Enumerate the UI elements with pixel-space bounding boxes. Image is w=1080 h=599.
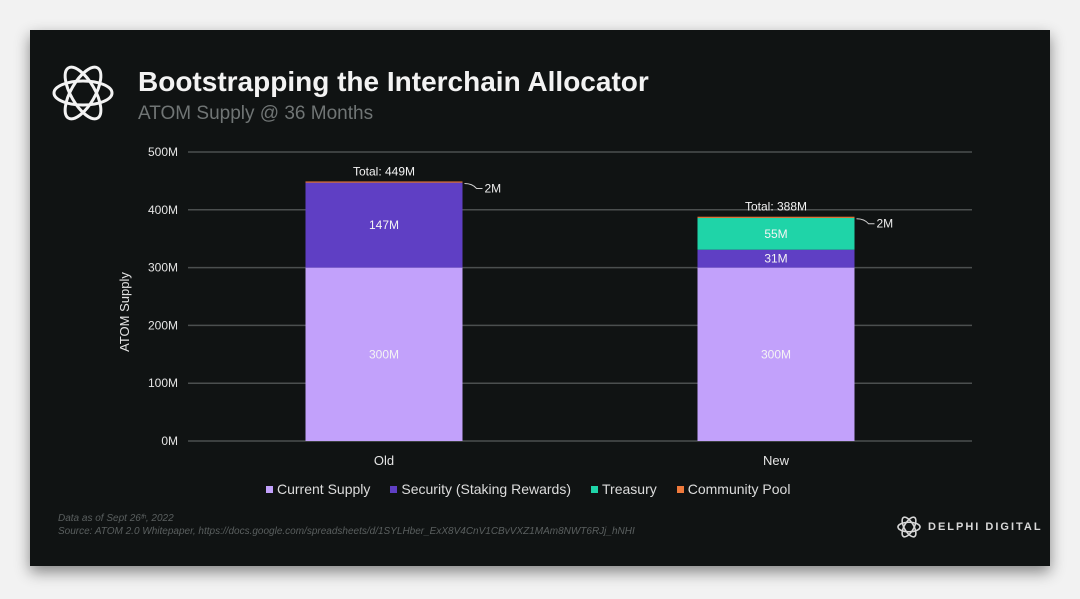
legend-swatch	[676, 485, 684, 493]
brand-name: DELPHI DIGITAL	[928, 521, 1043, 533]
legend-label: Treasury	[602, 481, 657, 497]
delphi-logo-icon	[897, 516, 921, 538]
data-label: 55M	[764, 227, 787, 241]
y-axis-label: ATOM Supply	[117, 272, 132, 352]
y-tick-label: 500M	[148, 145, 178, 159]
legend-swatch	[591, 485, 599, 493]
bar-segment	[697, 216, 855, 218]
data-label: 2M	[877, 217, 894, 231]
chart-title: Bootstrapping the Interchain Allocator	[138, 66, 649, 97]
total-label: Total: 388M	[745, 200, 807, 214]
legend-swatch	[390, 485, 398, 493]
chart-subtitle: ATOM Supply @ 36 Months	[138, 103, 374, 124]
data-label: 300M	[369, 347, 399, 361]
stacked-bar-chart: 0M 100M 200M 300M 400M 500M 300M 147M 2M Total: 4…	[117, 145, 972, 468]
chart-legend: Current Supply Security (Staking Rewards…	[266, 480, 790, 498]
x-tick-label: New	[763, 453, 790, 468]
legend-item-current-supply: Current Supply	[266, 481, 370, 497]
legend-label: Community Pool	[687, 481, 791, 497]
legend-swatch	[266, 485, 273, 493]
footnote: Data as of Sept 26ᵗʰ, 2022 Source: ATOM …	[58, 512, 635, 538]
legend-item-treasury: Treasury	[591, 481, 657, 497]
legend-label: Security (Staking Rewards)	[401, 481, 572, 497]
data-label: 147M	[369, 218, 399, 232]
y-tick-label: 0M	[161, 434, 178, 448]
source-note: Source: ATOM 2.0 Whitepaper, https://doc…	[58, 526, 635, 537]
label-leader-line	[464, 182, 483, 189]
data-label: 2M	[485, 181, 502, 195]
data-label: 300M	[761, 347, 791, 361]
x-tick-label: Old	[374, 453, 394, 468]
bar-segment	[697, 249, 855, 268]
label-leader-line	[856, 218, 875, 225]
bar-segment	[697, 217, 855, 250]
bar-segment	[305, 182, 463, 268]
chart-card: Bootstrapping the Interchain Allocator A…	[30, 30, 1050, 566]
bar-segment	[697, 267, 855, 441]
data-date-note: Data as of Sept 26ᵗʰ, 2022	[58, 513, 174, 524]
legend-item-community-pool: Community Pool	[676, 481, 791, 497]
y-tick-label: 200M	[148, 318, 178, 332]
total-label: Total: 449M	[353, 164, 415, 178]
bar-segment	[305, 267, 463, 441]
y-tick-label: 300M	[148, 261, 178, 275]
y-tick-label: 400M	[148, 203, 178, 217]
legend-item-security: Security (Staking Rewards)	[390, 481, 571, 497]
data-label: 31M	[764, 252, 787, 266]
legend-label: Current Supply	[277, 481, 371, 497]
cosmos-logo-icon	[52, 65, 114, 121]
y-tick-label: 100M	[148, 376, 178, 390]
bar-segment	[305, 181, 463, 183]
brand-mark: DELPHI DIGITAL	[896, 514, 1043, 540]
